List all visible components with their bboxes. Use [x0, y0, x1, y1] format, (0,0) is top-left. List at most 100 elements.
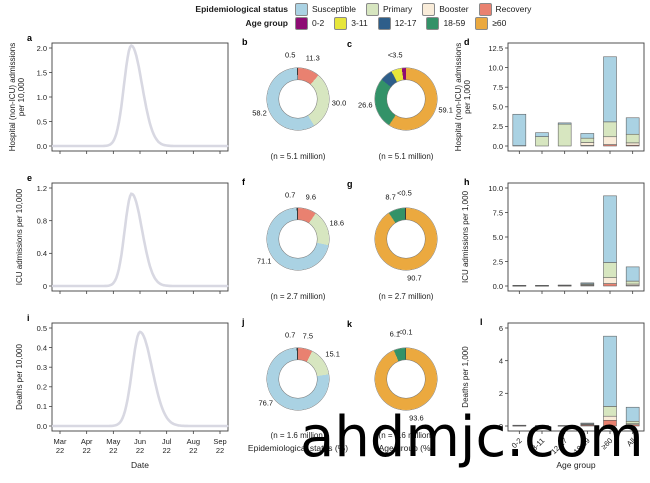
legend-item-label: Susceptible	[312, 4, 356, 14]
legend-item-label: ≥60	[492, 18, 506, 28]
svg-text:0.5: 0.5	[37, 324, 47, 333]
svg-text:5.0: 5.0	[493, 103, 503, 112]
legend-item-Recovery: Recovery	[479, 3, 532, 16]
donut-segment-label: 59.1	[438, 106, 453, 115]
legend-title-epidemiological-status: Epidemiological status	[180, 4, 288, 14]
legend-swatch	[475, 17, 488, 30]
svg-text:2.5: 2.5	[493, 122, 503, 131]
donut-segment-label: 0.7	[285, 190, 295, 199]
donut-segment-label: 9.6	[306, 192, 316, 201]
legend-title-age-group: Age group	[180, 18, 288, 28]
donut-segment-label: 58.2	[252, 108, 267, 117]
svg-text:0.8: 0.8	[37, 216, 47, 225]
legend-item-Primary: Primary	[366, 3, 412, 16]
svg-text:Deaths per 1,000: Deaths per 1,000	[461, 346, 470, 408]
donut-segment-label: <0.5	[397, 188, 412, 197]
legend-item-12-17: 12-17	[378, 17, 417, 30]
donut-segment-label: 7.5	[303, 332, 313, 341]
legend-swatch	[378, 17, 391, 30]
legend-item-label: 12-17	[395, 18, 417, 28]
svg-text:0.0: 0.0	[493, 282, 503, 291]
svg-text:2.5: 2.5	[493, 257, 503, 266]
svg-text:per 1,000: per 1,000	[463, 80, 472, 114]
donut-hole	[387, 360, 425, 398]
legend-item-label: 18-59	[443, 18, 465, 28]
svg-text:10.0: 10.0	[488, 184, 503, 193]
donut-segment-label: 0.5	[285, 50, 295, 59]
legend-item-label: 3-11	[351, 18, 367, 28]
donut-segment-label: 26.6	[358, 101, 373, 110]
svg-text:4: 4	[499, 356, 503, 365]
svg-text:0.2: 0.2	[37, 383, 47, 392]
svg-text:5.0: 5.0	[493, 233, 503, 242]
svg-text:Aug: Aug	[187, 437, 200, 446]
donut-segment-label: 90.7	[407, 274, 422, 283]
svg-text:22: 22	[56, 446, 64, 455]
svg-text:0.4: 0.4	[37, 249, 47, 258]
svg-text:May: May	[106, 437, 120, 446]
svg-text:12.5: 12.5	[488, 44, 503, 53]
panel-b-epi-status-donut: 0.5 11.3 30.0 58.2	[243, 44, 353, 154]
legend-swatch	[426, 17, 439, 30]
donut-segment-label: 71.1	[257, 256, 272, 265]
legend-swatch	[422, 3, 435, 16]
svg-text:22: 22	[162, 446, 170, 455]
donut-segment-label: 18.6	[329, 219, 344, 228]
legend-swatch	[334, 17, 347, 30]
svg-text:0: 0	[43, 282, 47, 291]
legend-item-label: Recovery	[496, 4, 532, 14]
donut-hole	[387, 80, 425, 118]
donut-segment-label: 30.0	[332, 98, 347, 107]
legend-swatch	[295, 3, 308, 16]
svg-text:6: 6	[499, 324, 503, 333]
donut-hole	[279, 220, 317, 258]
donut-segment-label: 0.7	[285, 330, 295, 339]
svg-text:Jun: Jun	[134, 437, 146, 446]
caption-b: (n = 5.1 million)	[243, 152, 353, 161]
legend-swatch	[295, 17, 308, 30]
donut-segment-label: 8.7	[385, 192, 395, 201]
legend-item-3-11: 3-11	[334, 17, 367, 30]
caption-g: (n = 2.7 million)	[351, 292, 461, 301]
donut-segment-label: 11.3	[306, 54, 320, 63]
svg-text:ICU admissions per 10,000: ICU admissions per 10,000	[15, 188, 24, 285]
legend-swatch	[366, 3, 379, 16]
donut-segment-label: 6.1	[390, 330, 400, 339]
legend-item-Susceptible: Susceptible	[295, 3, 356, 16]
legend-item-0-2: 0-2	[295, 17, 324, 30]
svg-text:Hospital (non-ICU) admissions: Hospital (non-ICU) admissions	[454, 43, 463, 151]
donut-segment-label: 15.1	[325, 349, 340, 358]
watermark: ahdmjc.com	[300, 410, 644, 466]
legend-item-label: Booster	[439, 4, 468, 14]
donut-segment-label: <3.5	[388, 51, 403, 60]
legend-swatch	[479, 3, 492, 16]
panel-e-icu-admissions-curve: 0 0.4 0.8 1.2 ICU admissions per 10,000	[6, 170, 242, 333]
legend-item-label: 0-2	[312, 18, 324, 28]
svg-text:0.4: 0.4	[37, 343, 47, 352]
legend-items-epi: Susceptible Primary Booster Recovery	[295, 3, 541, 16]
svg-text:0.0: 0.0	[37, 142, 47, 151]
legend-item-label: Primary	[383, 4, 412, 14]
line-chart-svg: 0 0.4 0.8 1.2 ICU admissions per 10,000	[6, 170, 242, 328]
legend-row-epidemiological-status: Epidemiological status Susceptible Primar…	[180, 2, 650, 16]
svg-text:Deaths per 10,000: Deaths per 10,000	[15, 344, 24, 410]
svg-text:0.1: 0.1	[37, 402, 47, 411]
donut-hole	[387, 220, 425, 258]
panel-f-epi-status-donut: 0.7 9.6 18.6 71.1	[243, 184, 353, 294]
caption-f: (n = 2.7 million)	[243, 292, 353, 301]
x-axis-title-date: Date	[90, 460, 190, 470]
caption-c: (n = 5.1 million)	[351, 152, 461, 161]
svg-text:1.2: 1.2	[37, 184, 47, 193]
svg-text:per 10,000: per 10,000	[17, 77, 26, 116]
svg-text:0.0: 0.0	[37, 422, 47, 431]
svg-text:0.3: 0.3	[37, 363, 47, 372]
svg-text:2.0: 2.0	[37, 44, 47, 53]
